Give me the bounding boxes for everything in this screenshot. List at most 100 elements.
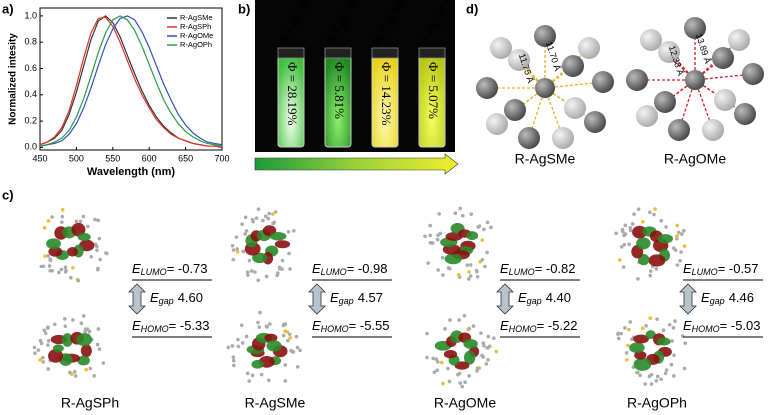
atom [254, 216, 259, 221]
atom [295, 345, 300, 350]
homo-energy: EHOMO= -5.33 [132, 318, 210, 334]
atom [38, 338, 43, 343]
energy-subscript: LUMO [692, 267, 718, 277]
atom [94, 244, 99, 249]
atom [712, 47, 734, 69]
atom [247, 258, 252, 263]
atom [486, 334, 491, 339]
atom [285, 330, 290, 334]
atom [458, 206, 463, 211]
gap-arrow [308, 283, 326, 315]
atom [267, 211, 271, 216]
atom [425, 331, 429, 336]
orbital-lobe [71, 222, 86, 237]
atom [675, 236, 679, 241]
atom [486, 113, 508, 135]
gradient-arrow [254, 153, 459, 175]
gap-arrow [128, 283, 146, 315]
atom [288, 336, 292, 340]
series-line [39, 15, 223, 147]
energy-subscript: HOMO [141, 324, 169, 334]
atom [482, 344, 486, 348]
spectra-chart: 0.0 0.2 0.4 0.6 0.8 1.0 450 500 550 600 650 700 Wave… [8, 7, 230, 178]
atom [33, 351, 37, 355]
atom [654, 267, 659, 271]
atom [673, 319, 677, 323]
atom [97, 236, 102, 241]
atom [232, 363, 236, 368]
orbital-lobe [656, 337, 671, 346]
atom [253, 270, 257, 274]
atom [648, 316, 653, 320]
orbital-lobe [48, 349, 64, 363]
energy-symbol: E [312, 261, 321, 276]
atom [592, 71, 614, 93]
atom [624, 351, 629, 355]
atom [46, 343, 50, 347]
atom [256, 207, 261, 211]
atom [73, 370, 77, 374]
atom [435, 368, 440, 373]
atom [644, 323, 648, 328]
structure-name: R-AgOMe [664, 151, 726, 167]
orbital-lobe [66, 247, 79, 257]
atom [63, 317, 67, 321]
y-tick-label: 0.8 [24, 37, 37, 47]
y-tick-label: 0.4 [24, 89, 37, 99]
atom [46, 254, 50, 258]
atom [467, 326, 472, 331]
atom [440, 255, 445, 260]
atom [437, 212, 441, 216]
atom [742, 63, 764, 85]
panel-label: a) [2, 1, 14, 16]
atom [234, 235, 239, 239]
orbital-lobe [634, 350, 647, 360]
orbital-lobe [444, 253, 462, 265]
energy-subscript: LUMO [141, 267, 167, 277]
atom [266, 216, 271, 221]
atom [36, 348, 41, 352]
atom [277, 267, 282, 271]
atom [93, 217, 97, 222]
bond [694, 79, 714, 131]
orbital-lobe [274, 240, 291, 249]
atom [682, 229, 686, 233]
atom [81, 314, 86, 318]
atom [243, 215, 248, 220]
orbital-lobe [80, 344, 92, 358]
atom [640, 29, 662, 51]
legend-label: R-AgOPh [180, 40, 212, 49]
atom [428, 241, 433, 245]
atom [648, 269, 653, 273]
atom [236, 337, 240, 342]
atom [652, 212, 656, 217]
panel-label: b) [238, 1, 250, 16]
atom [245, 371, 250, 376]
atom [39, 341, 44, 346]
vial-cap [324, 47, 352, 59]
center-atom [535, 78, 555, 98]
atom [86, 224, 90, 229]
atom [627, 327, 631, 332]
atom [627, 242, 631, 247]
x-tick-label: 450 [32, 153, 47, 163]
atom [298, 348, 302, 353]
atom [680, 232, 684, 236]
atom [281, 333, 286, 338]
molecule-name: R-AgOMe [434, 395, 496, 411]
atom [584, 111, 606, 133]
orbital-lobe [52, 344, 64, 353]
orbital-lobe [264, 333, 278, 343]
atom [436, 268, 440, 272]
atom [104, 251, 108, 255]
atom [257, 325, 262, 329]
orbital-lobe [648, 254, 666, 267]
atom [649, 382, 654, 386]
atom [259, 372, 264, 377]
atom [256, 278, 261, 283]
atom [47, 264, 52, 268]
atom [623, 326, 627, 330]
atom [43, 254, 47, 258]
distance-label: 13.89 Å [694, 32, 713, 65]
